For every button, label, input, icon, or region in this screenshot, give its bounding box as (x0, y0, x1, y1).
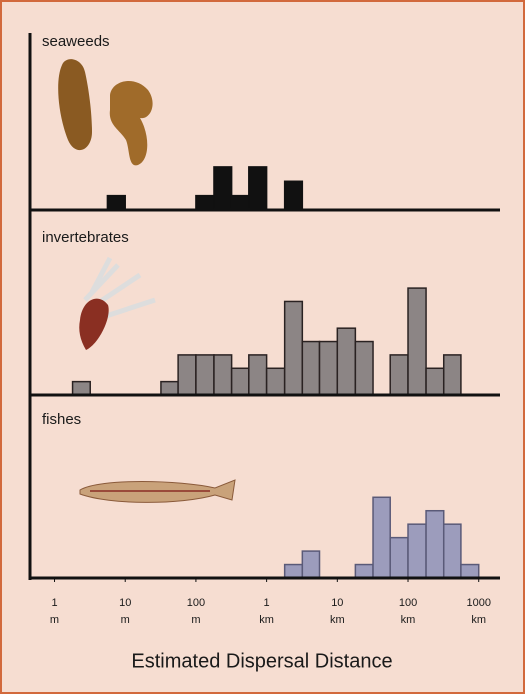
bar (355, 342, 373, 395)
bar (444, 355, 461, 395)
bar (107, 196, 125, 210)
bar (302, 342, 319, 395)
bar (408, 288, 426, 395)
tick-label-line: km (401, 614, 416, 626)
tick-label-line: 1 (264, 597, 270, 609)
bar (408, 524, 426, 578)
bar (461, 565, 479, 578)
bar (355, 565, 373, 578)
bar (267, 368, 285, 395)
bar (232, 368, 249, 395)
bar (214, 167, 232, 210)
tick-label-line: 10 (119, 597, 131, 609)
tick-label-line: m (50, 614, 59, 626)
bar (390, 538, 408, 578)
bar (232, 196, 249, 210)
bar (161, 382, 178, 395)
panel-title: seaweeds (42, 33, 110, 50)
tick-label-line: km (471, 614, 486, 626)
bar (373, 497, 390, 578)
bar (285, 301, 303, 395)
bar (390, 355, 408, 395)
tick-label-line: m (191, 614, 200, 626)
tick-label-line: 100 (399, 597, 417, 609)
bar (320, 342, 338, 395)
bar (249, 167, 267, 210)
chart: seaweeds invertebrates fishes 1 m 10 m 100 m 1 km 1… (0, 0, 525, 694)
bar (285, 565, 303, 578)
x-axis-label: Estimated Dispersal Distance (131, 650, 392, 672)
tick-label-line: km (259, 614, 274, 626)
bar (426, 368, 444, 395)
bar (426, 511, 444, 578)
tick-label-line: 1 (51, 597, 57, 609)
bar (73, 382, 91, 395)
bar (337, 328, 355, 395)
bar (196, 355, 214, 395)
bar (196, 196, 214, 210)
panel-title: fishes (42, 411, 81, 428)
tick-label-line: km (330, 614, 345, 626)
bar (302, 551, 319, 578)
bar (444, 524, 461, 578)
tick-label-line: 10 (331, 597, 343, 609)
tick-label-line: 100 (187, 597, 205, 609)
bar (249, 355, 267, 395)
bar (178, 355, 196, 395)
bar (285, 181, 303, 210)
panel-title: invertebrates (42, 229, 129, 246)
tick-label-line: m (121, 614, 130, 626)
bar (214, 355, 232, 395)
tick-label-line: 1000 (466, 597, 490, 609)
